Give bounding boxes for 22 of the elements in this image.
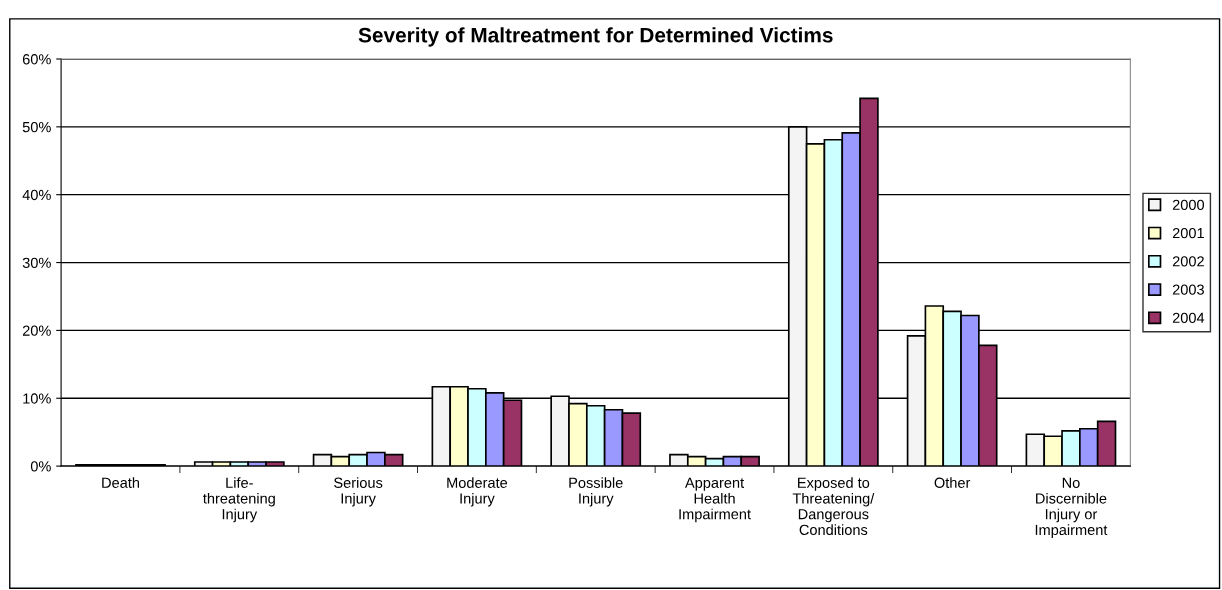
legend-label: 2000 bbox=[1172, 199, 1205, 210]
legend-label: 2003 bbox=[1172, 284, 1204, 295]
x-tick-label: Other bbox=[934, 477, 971, 488]
legend-label: 2004 bbox=[1172, 312, 1205, 324]
x-tick-label: Serious Injury bbox=[334, 477, 383, 507]
x-tick-label: Moderate Injury bbox=[447, 477, 508, 507]
y-tick-label: 10% bbox=[23, 393, 51, 404]
x-tick-label: Apparent Health Impairment bbox=[679, 477, 751, 523]
x-tick-label: Possible Injury bbox=[569, 477, 623, 507]
chart-title: Severity of Maltreatment for Determined Victims bbox=[358, 27, 833, 47]
y-tick-label: 30% bbox=[22, 257, 51, 268]
x-tick-label: Death bbox=[102, 477, 140, 488]
x-tick-label: No Discernible Injury or Impairment bbox=[1035, 477, 1108, 538]
y-tick-label: 40% bbox=[22, 189, 51, 201]
y-tick-label: 60% bbox=[22, 54, 51, 65]
legend-label: 2002 bbox=[1172, 256, 1204, 267]
y-tick-label: 20% bbox=[22, 325, 51, 336]
y-tick-label: 50% bbox=[22, 121, 51, 133]
x-tick-label: Exposed to Threatening/ Dangerous Conditions bbox=[792, 477, 875, 536]
legend-label: 2001 bbox=[1172, 227, 1204, 239]
y-tick-label: 0% bbox=[30, 461, 51, 472]
x-tick-label: Life- threatening Injury bbox=[203, 477, 275, 523]
